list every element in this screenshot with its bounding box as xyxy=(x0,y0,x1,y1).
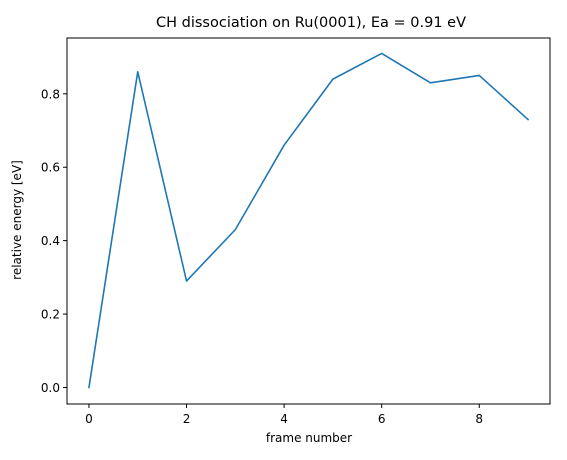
y-tick-label: 0.6 xyxy=(41,161,60,175)
y-axis-label: relative energy [eV] xyxy=(10,160,24,280)
chart-title: CH dissociation on Ru(0001), Ea = 0.91 e… xyxy=(156,15,466,31)
y-axis-ticks: 0.0 0.2 0.4 0.6 0.8 xyxy=(41,87,67,395)
x-tick-label: 4 xyxy=(280,412,288,426)
y-tick-label: 0.8 xyxy=(41,87,60,101)
series-line xyxy=(88,52,530,389)
x-tick-label: 6 xyxy=(378,412,386,426)
y-tick-label: 0.2 xyxy=(41,308,60,322)
x-tick-label: 0 xyxy=(85,412,93,426)
series-layer xyxy=(88,52,530,389)
x-axis-ticks: 0 2 4 6 8 xyxy=(85,404,483,426)
plot-frame xyxy=(66,37,551,405)
x-axis-label: frame number xyxy=(266,431,352,445)
x-tick-label: 8 xyxy=(475,412,483,426)
y-tick-label: 0.4 xyxy=(41,234,60,248)
y-tick-label: 0.0 xyxy=(41,381,60,395)
x-tick-label: 2 xyxy=(183,412,191,426)
